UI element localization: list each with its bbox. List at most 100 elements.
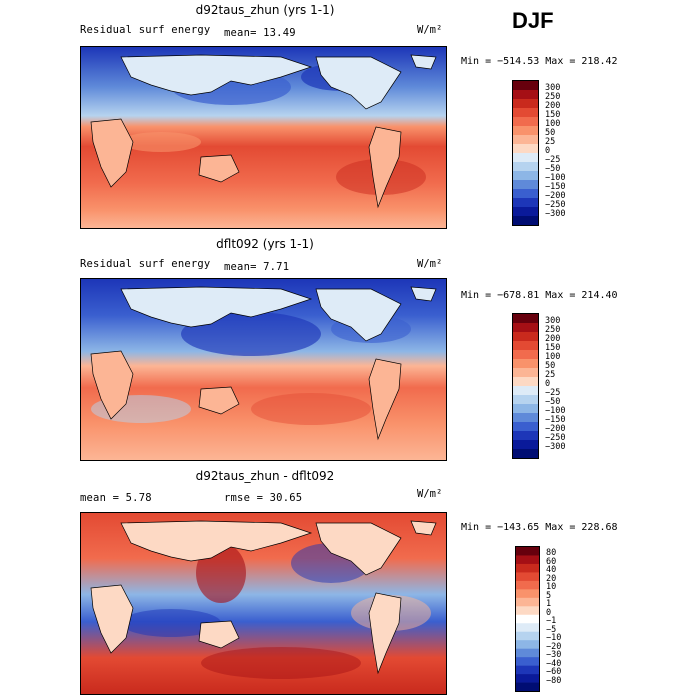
colorbar-3-swatch (516, 572, 539, 582)
panel-2-variable-label: Residual surf energy (80, 258, 211, 270)
colorbar-2-tick-label: −200 (545, 424, 566, 434)
season-title: DJF (512, 8, 554, 33)
panel-3-land-eurasia (120, 520, 313, 562)
panel-3-title: d92taus_zhun - dflt092 (195, 469, 335, 483)
colorbar-1-tick-label: 300 (545, 83, 561, 93)
colorbar-1-tick-label: 50 (545, 128, 556, 138)
colorbar-1-swatch (513, 99, 538, 109)
panel-2-colorbar (512, 313, 539, 459)
colorbar-3-tick-label: 1 (546, 599, 552, 610)
colorbar-3-tick-label: 10 (546, 582, 557, 593)
colorbar-3-tick-label: 5 (546, 590, 552, 601)
panel-3-unit-label: W/m² (417, 488, 443, 500)
colorbar-3-tick-label: 20 (546, 573, 557, 584)
panel-1-land-greenland (410, 54, 437, 70)
panel-3-colorbar-svg (516, 547, 539, 692)
colorbar-3-swatch (516, 657, 539, 666)
colorbar-1-swatch (513, 126, 538, 136)
panel-3-land-africa (90, 584, 134, 654)
colorbar-2-swatch (513, 386, 538, 396)
panel-2-land-south-america (368, 358, 402, 441)
panel-2-land-eurasia (120, 286, 313, 328)
panel-2-land-south (90, 350, 402, 441)
colorbar-1-swatch (513, 108, 538, 118)
colorbar-2-tick-label: 25 (545, 370, 556, 380)
panel-1-land-north-america (315, 56, 402, 110)
panel-1-unit-label: W/m² (417, 24, 443, 36)
colorbar-3-swatch (516, 665, 539, 675)
panel-2-mean-label: mean= 7.71 (224, 261, 290, 273)
panel-1-minmax: Min = −514.53 Max = 218.42 (461, 56, 618, 67)
colorbar-3-tick-label: −40 (546, 658, 562, 669)
panel-1-colorbar (512, 80, 539, 226)
colorbar-3-tick-label: 60 (546, 556, 557, 567)
colorbar-1-swatch (513, 90, 538, 100)
panel-3-minmax: Min = −143.65 Max = 228.68 (461, 522, 618, 533)
colorbar-2-swatch (513, 368, 538, 378)
panel-2-land (120, 286, 437, 342)
colorbar-3-tick-label: −5 (546, 624, 557, 635)
panel-1-colorbar-ticks: 300 250 200 150 100 50 25 0 −25 −50 −100 −150 −200 −2… (545, 80, 595, 226)
colorbar-2-swatch (513, 440, 538, 450)
panel-3-map-svg (81, 513, 446, 694)
colorbar-1-swatch (513, 135, 538, 145)
panel-2-map-svg (81, 279, 446, 460)
panel-2-unit-label: W/m² (417, 258, 443, 270)
panel-3-blob (201, 647, 361, 679)
colorbar-3-tick-label: −1 (546, 616, 557, 627)
panel-1-land-australia (198, 154, 240, 183)
colorbar-1-tick-label: 250 (545, 92, 561, 102)
colorbar-2-tick-label: −300 (545, 442, 566, 452)
colorbar-3-tick-label: 80 (546, 548, 557, 559)
panel-2-colorbar-ticks: 300 250 200 150 100 50 25 0 −25 −50 −100 −150 −200 −2… (545, 313, 595, 459)
panel-3-mean-label: mean = 5.78 (80, 492, 152, 504)
colorbar-3-tick-label: −10 (546, 633, 562, 644)
colorbar-3-swatch (516, 606, 539, 616)
colorbar-1-tick-label: 25 (545, 137, 556, 147)
colorbar-3-tick-label: 0 (546, 607, 552, 618)
colorbar-1-tick-label: −200 (545, 191, 566, 201)
colorbar-1-tick-label: −150 (545, 182, 566, 192)
colorbar-2-tick-label: −150 (545, 415, 566, 425)
panel-1-variable-label: Residual surf energy (80, 24, 211, 36)
colorbar-1-swatch (513, 189, 538, 199)
colorbar-3-tick-label: −20 (546, 641, 562, 652)
colorbar-1-tick-label: −250 (545, 200, 566, 210)
colorbar-1-tick-label: 200 (545, 101, 561, 111)
colorbar-2-swatch (513, 404, 538, 414)
panel-1-blob (121, 132, 201, 152)
colorbar-1-tick-label: −300 (545, 209, 566, 219)
panel-3-colorbar-ticks: 80 60 40 20 10 5 1 0 −1 −5 −10 −20 −30 −40 −60 −80 (546, 546, 596, 692)
panel-1-land (120, 54, 437, 110)
panel-1-land-eurasia (120, 54, 313, 96)
panel-3-land-greenland (410, 520, 437, 536)
colorbar-2-swatch (513, 431, 538, 441)
panel-2-colorbar-svg (513, 314, 538, 459)
colorbar-1-swatch (513, 198, 538, 208)
colorbar-2-tick-label: 300 (545, 316, 561, 326)
colorbar-2-tick-label: 100 (545, 352, 561, 362)
colorbar-1-tick-label: −100 (545, 173, 566, 183)
colorbar-2-swatch (513, 377, 538, 387)
colorbar-1-swatch (513, 117, 538, 127)
panel-2-land-australia (198, 386, 240, 415)
colorbar-3-swatch (516, 547, 539, 556)
colorbar-2-tick-label: 0 (545, 379, 551, 389)
panel-2-land-north-america (315, 288, 402, 342)
colorbar-1-tick-label: 150 (545, 110, 561, 120)
panel-1-map-svg (81, 47, 446, 228)
colorbar-2-tick-label: −250 (545, 433, 566, 443)
colorbar-3-swatch (516, 563, 539, 573)
panel-2-minmax: Min = −678.81 Max = 214.40 (461, 290, 618, 301)
colorbar-3-tick-label: −30 (546, 650, 562, 661)
panel-2-blob (181, 312, 321, 356)
panel-3-land (90, 520, 437, 675)
colorbar-2-swatch (513, 413, 538, 423)
panel-3-colorbar (515, 546, 540, 692)
colorbar-3-tick-label: −80 (546, 675, 562, 686)
colorbar-3-swatch (516, 648, 539, 658)
colorbar-1-swatch (513, 144, 538, 154)
colorbar-2-swatch (513, 359, 538, 369)
panel-2-map (80, 278, 447, 461)
colorbar-2-tick-label: 200 (545, 334, 561, 344)
